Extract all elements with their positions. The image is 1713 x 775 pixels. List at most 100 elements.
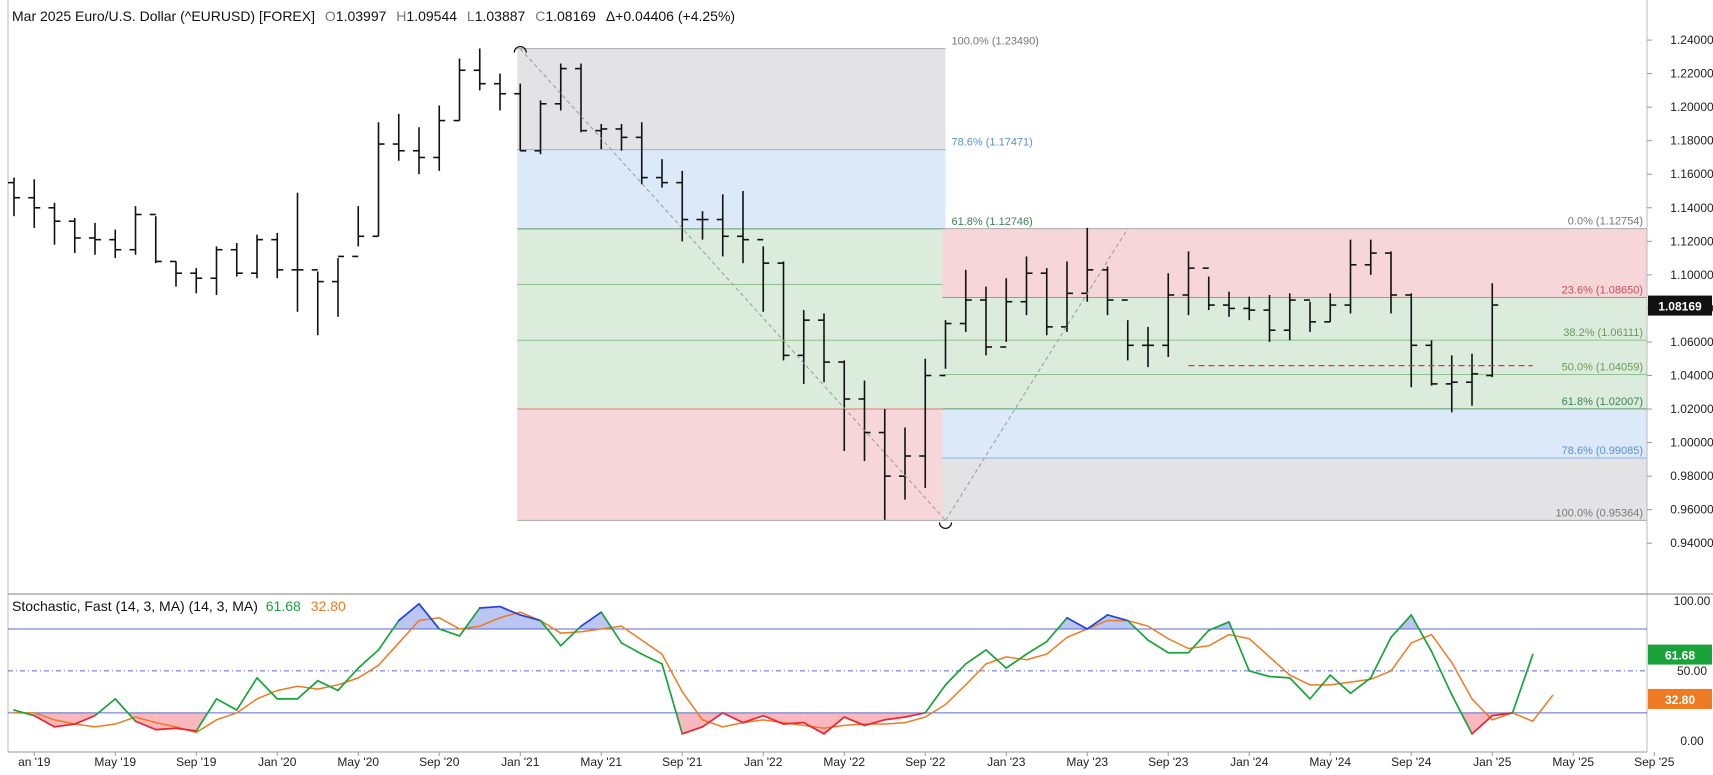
instrument-name: Euro/U.S. Dollar (^EURUSD) [FOREX]: [75, 8, 315, 24]
stochastic-k-segment: [1086, 614, 1109, 630]
high-value: 1.09544: [406, 8, 458, 24]
oversold-fill: [884, 712, 905, 720]
ohlc-bar: [676, 170, 689, 242]
stochastic-k-segment: [438, 628, 461, 637]
ohlc-bar: [534, 100, 547, 155]
high-label: H: [396, 8, 407, 24]
ohlc-bar: [453, 58, 466, 122]
fib-zone: [517, 149, 946, 229]
stochastic-k-segment: [1349, 677, 1372, 695]
ohlc-bar: [68, 217, 81, 254]
ohlc-bar: [28, 179, 41, 228]
stochastic-k-segment: [1045, 616, 1068, 643]
change-value: Δ+0.04406 (+4.25%): [605, 8, 736, 24]
ohlc-bar: [777, 261, 790, 361]
stochastic-k-segment: [458, 607, 481, 637]
stochastic-axis-label: 50.00: [1677, 664, 1707, 678]
ohlc-bar: [129, 206, 142, 255]
stochastic-k-segment: [1066, 616, 1089, 630]
stochastic-d-line: [14, 611, 1554, 734]
ohlc-bar: [1121, 299, 1134, 361]
ohlc-bar: [737, 191, 749, 264]
stochastic-k-segment: [1126, 619, 1149, 641]
ohlc-bar: [1304, 299, 1316, 332]
stochastic-k-segment: [1288, 677, 1311, 700]
ohlc-bar: [413, 127, 425, 175]
ohlc-bar: [1020, 256, 1033, 316]
x-axis-label: Jan '21: [501, 755, 540, 769]
fib-level-label: 78.6% (0.99085): [1562, 445, 1643, 457]
ohlc-bar: [635, 122, 648, 185]
ohlc-bar: [210, 246, 223, 295]
ohlc-bar: [372, 122, 385, 238]
stochastic-k-segment: [316, 679, 339, 692]
x-axis-label: May '21: [580, 755, 622, 769]
x-axis-label: Sep '25: [1634, 755, 1675, 769]
ohlc-bar: [554, 63, 567, 111]
stochastic-k-segment: [944, 663, 967, 686]
ohlc-bar: [1263, 295, 1276, 342]
ohlc-bar: [311, 269, 324, 336]
x-axis-label: Jan '25: [1473, 755, 1512, 769]
fib-trend-line: [945, 228, 1129, 521]
oversold-fill: [844, 712, 865, 726]
stochastic-k-segment: [154, 727, 177, 731]
fib-zone: [517, 228, 946, 285]
ohlc-bar: [473, 48, 486, 91]
stochastic-k-segment: [701, 711, 724, 728]
stochastic-k-segment: [1450, 693, 1473, 735]
x-axis-label: Sep '22: [905, 755, 946, 769]
oversold-fill: [135, 712, 156, 730]
price-axis-label: 0.96000: [1670, 503, 1713, 517]
stochastic-k-segment: [1106, 614, 1129, 622]
stochastic-k-tag-label: 61.68: [1665, 649, 1695, 663]
ohlc-bar: [170, 260, 182, 287]
axes-layer: 1.24000 1.22000 1.20000 1.18000 1.16000 1.140…: [8, 33, 1713, 769]
x-axis-label: Jan '20: [258, 755, 297, 769]
stochastic-k-tag: [1648, 644, 1712, 665]
low-label: L: [466, 8, 475, 24]
oversold-fill: [176, 712, 197, 732]
ohlc-bar: [1000, 278, 1013, 348]
ohlc-bar: [1162, 273, 1175, 358]
stochastic-k-segment: [235, 677, 258, 711]
ohlc-bar: [1223, 291, 1235, 317]
fib-zone: [517, 284, 946, 341]
stochastic-k-segment: [1430, 650, 1453, 696]
price-axis-label: 1.10000: [1670, 268, 1713, 282]
stochastic-k-segment: [681, 725, 704, 735]
stochastic-k-segment: [296, 679, 319, 700]
ohlc-bar: [352, 206, 365, 258]
price-axis-label: 0.94000: [1670, 536, 1713, 550]
overbought-fill: [1107, 614, 1128, 629]
stochastic-k-segment: [1471, 714, 1494, 735]
fib-zone: [942, 297, 1647, 341]
fib-zone: [942, 408, 1647, 458]
ohlc-bar: [878, 409, 891, 520]
fib-retracement-layer: 100.0% (1.23490) 78.6% (1.17471) 61.8% (1.…: [517, 36, 1647, 521]
ohlc-bar: [1466, 353, 1478, 406]
ohlc-bars: [8, 48, 1499, 520]
price-axis-label: 1.22000: [1670, 67, 1713, 81]
ohlc-bar: [291, 192, 304, 312]
price-axis-label: 1.06000: [1670, 335, 1713, 349]
ohlc-bar: [696, 211, 709, 240]
stochastic-k-segment: [904, 711, 927, 718]
ohlc-bar: [149, 213, 162, 264]
oversold-fill: [155, 712, 176, 730]
stochastic-k-segment: [721, 711, 744, 724]
stochastic-k-segment: [1005, 653, 1028, 669]
ohlc-bar: [899, 427, 911, 500]
ohlc-bar: [514, 83, 527, 152]
fib-level-label: 100.0% (1.23490): [952, 36, 1039, 48]
x-axis-label: May '20: [337, 755, 379, 769]
last-price-tag: [1648, 295, 1712, 316]
oversold-fill: [864, 712, 885, 726]
stochastic-k-segment: [843, 716, 866, 727]
ohlc-bar: [575, 63, 587, 133]
fib-zone: [942, 374, 1647, 409]
fib-zone: [517, 409, 946, 521]
ohlc-bar: [797, 310, 810, 384]
fib-zone: [517, 340, 946, 410]
price-axis-label: 1.16000: [1670, 167, 1713, 181]
